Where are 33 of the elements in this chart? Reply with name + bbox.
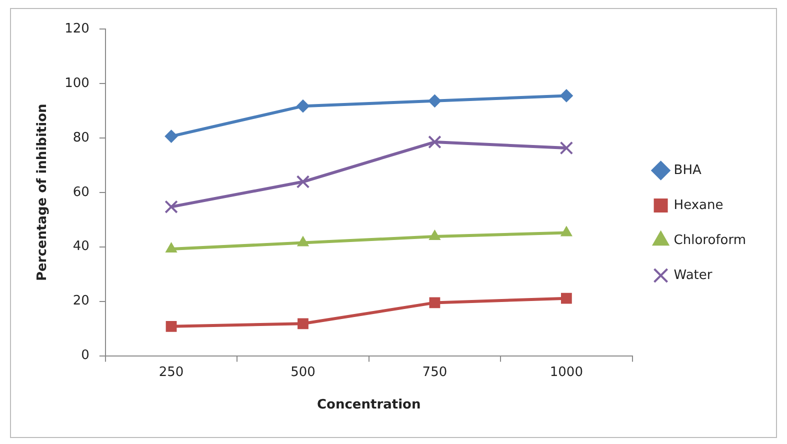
point bbox=[296, 100, 310, 113]
x-tick-label: 500 bbox=[290, 364, 316, 380]
point bbox=[428, 135, 442, 149]
point bbox=[560, 226, 572, 236]
point bbox=[560, 89, 573, 102]
legend-label: Hexane bbox=[674, 198, 724, 213]
legend-label: Chloroform bbox=[674, 232, 746, 248]
point bbox=[296, 175, 310, 188]
point bbox=[166, 320, 177, 332]
point bbox=[297, 236, 309, 246]
x-tick-label: 250 bbox=[158, 364, 184, 380]
y-tick-label: 0 bbox=[81, 348, 90, 364]
point bbox=[164, 200, 178, 214]
legend-label: Water bbox=[674, 268, 713, 283]
point bbox=[560, 292, 572, 304]
x-tick-label: 1000 bbox=[550, 364, 583, 380]
point bbox=[429, 230, 440, 240]
y-axis-title: Percentage of inhibition bbox=[35, 104, 50, 282]
point bbox=[428, 94, 442, 108]
point bbox=[429, 297, 440, 308]
point bbox=[164, 130, 178, 143]
y-tick-label: 40 bbox=[72, 239, 90, 254]
point bbox=[560, 141, 574, 155]
point bbox=[166, 242, 177, 253]
y-tick-label: 100 bbox=[64, 76, 90, 91]
y-tick-label: 60 bbox=[72, 184, 90, 200]
x-tick-label: 750 bbox=[422, 364, 448, 380]
y-tick-label: 20 bbox=[72, 294, 90, 309]
point bbox=[298, 318, 308, 330]
y-tick-label: 80 bbox=[72, 130, 90, 146]
legend-label: BHA bbox=[674, 162, 702, 178]
y-tick-label: 120 bbox=[64, 21, 90, 36]
x-axis-title: Concentration bbox=[316, 398, 421, 413]
